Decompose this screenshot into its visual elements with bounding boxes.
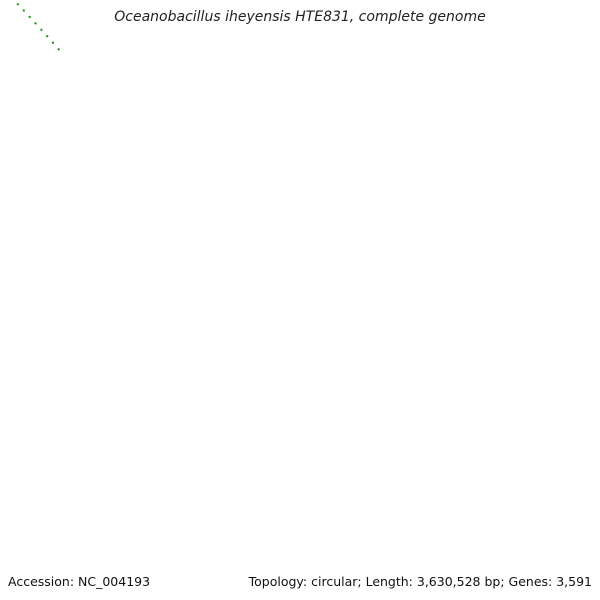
outer-track-dot: [28, 15, 31, 19]
genome-title: Oceanobacillus iheyensis HTE831, complet…: [114, 9, 486, 25]
outer-track-dot: [40, 28, 43, 31]
accession-text: Accession: NC_004193: [8, 574, 151, 589]
outer-track-dot: [51, 41, 55, 44]
genome-summary-text: Topology: circular; Length: 3,630,528 bp…: [248, 574, 592, 589]
outer-track-dot: [22, 9, 25, 12]
outer-track-dot: [45, 35, 49, 38]
outer-track-dot: [16, 3, 20, 6]
outer-track-dot: [57, 48, 60, 51]
outer-track-dot: [34, 22, 37, 25]
